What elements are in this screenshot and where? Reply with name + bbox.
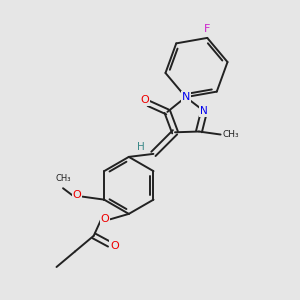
Text: CH₃: CH₃: [55, 174, 71, 183]
Text: N: N: [200, 106, 208, 116]
Text: O: O: [110, 241, 119, 251]
Text: O: O: [73, 190, 82, 200]
Text: H: H: [137, 142, 145, 152]
Text: CH₃: CH₃: [222, 130, 239, 139]
Text: F: F: [204, 25, 211, 34]
Text: O: O: [100, 214, 109, 224]
Text: N: N: [182, 92, 190, 102]
Text: O: O: [141, 95, 149, 105]
